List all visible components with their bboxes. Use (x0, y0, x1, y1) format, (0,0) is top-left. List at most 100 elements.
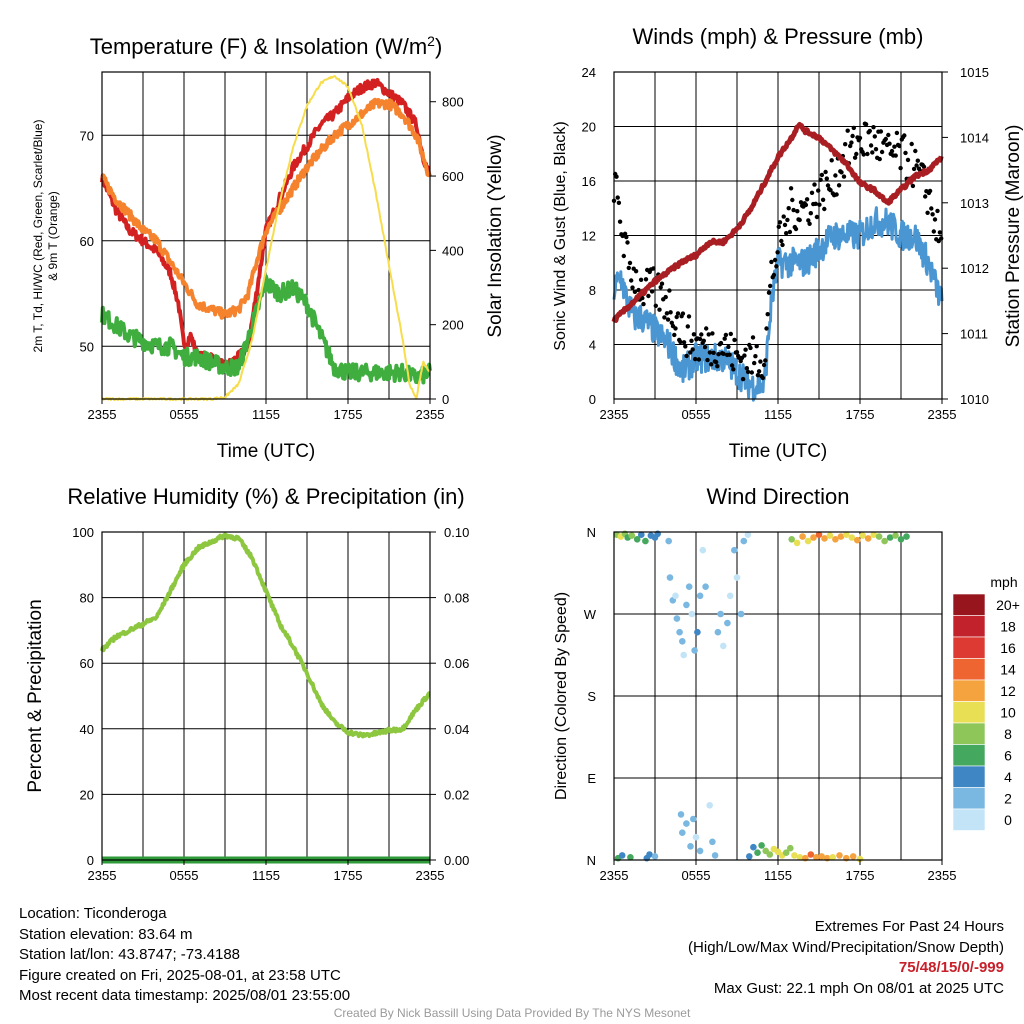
direction-point (807, 851, 815, 858)
direction-xtick-label: 2355 (600, 868, 629, 883)
legend-label: 4 (1004, 769, 1012, 785)
gust-point (716, 352, 721, 357)
extremes-values: 75/48/15/0/-999 (898, 959, 1004, 976)
gust-point (843, 142, 848, 147)
gust-point (673, 326, 678, 331)
gust-point (841, 174, 847, 179)
direction-point (699, 546, 707, 554)
gust-point (863, 122, 869, 127)
humidity-right-tick: 0.00 (444, 853, 469, 868)
temperature-right-tick: 200 (442, 318, 464, 333)
winds-ylabel-left: Sonic Wind & Gust (Blue, Black) (552, 121, 569, 350)
gust-point (681, 340, 687, 345)
legend-label: 0 (1004, 812, 1012, 828)
gust-point (931, 229, 936, 234)
gust-point (818, 177, 823, 182)
gust-point (823, 169, 828, 175)
gust-point (854, 151, 859, 157)
humidity-left-tick: 60 (80, 656, 94, 671)
legend-label: 16 (1000, 640, 1016, 656)
gust-point (774, 264, 779, 269)
gust-point (718, 340, 724, 346)
winds-xtick-label: 2355 (928, 407, 957, 422)
legend-swatch (952, 744, 986, 767)
gust-point (643, 277, 649, 282)
gust-point (632, 289, 638, 294)
gust-point (624, 234, 629, 240)
gust-point (857, 135, 863, 141)
gust-point (909, 141, 914, 147)
gust-point (781, 214, 786, 219)
gust-point (646, 293, 651, 299)
direction-point (733, 574, 741, 581)
direction-point (680, 651, 687, 659)
extremes-title: Extremes For Past 24 Hours (814, 918, 1004, 935)
gust-point (658, 285, 663, 290)
direction-point (683, 601, 690, 609)
gust-point (693, 356, 698, 362)
direction-point (818, 853, 825, 860)
temperature-xtick-label: 2355 (416, 407, 445, 422)
humidity-ylabel-left: Percent & Precipitation (25, 599, 46, 792)
direction-point (746, 853, 753, 860)
direction-point (677, 811, 685, 818)
gust-point (659, 281, 665, 286)
station-info: Location: Ticonderoga Station elevation:… (19, 904, 350, 1007)
gust-point (667, 288, 672, 293)
gust-point (787, 229, 793, 235)
direction-point (696, 592, 704, 600)
gust-point (809, 190, 815, 195)
legend-swatch (952, 808, 986, 831)
winds-left-tick: 0 (589, 392, 596, 407)
direction-point (691, 647, 698, 654)
gust-point (935, 208, 940, 214)
direction-point (731, 546, 738, 554)
gust-point (615, 195, 620, 200)
gust-point (893, 153, 898, 158)
gust-point (630, 285, 635, 290)
gust-point (765, 312, 770, 317)
legend-label: 8 (1004, 726, 1012, 742)
gust-point (625, 240, 630, 245)
direction-point (627, 854, 634, 861)
gust-point (641, 301, 646, 307)
extremes-subtitle: (High/Low/Max Wind/Precipitation/Snow De… (688, 938, 1004, 956)
gust-point (675, 311, 681, 316)
direction-point (679, 829, 686, 836)
legend-label: 20+ (996, 597, 1020, 613)
direction-point (787, 844, 794, 852)
humidity-xtick-label: 2355 (416, 868, 445, 883)
gust-point (763, 358, 768, 363)
direction-point (815, 531, 823, 538)
humidity-xtick-label: 1155 (252, 868, 280, 883)
winds-panel: Winds (mph) & Pressure (mb) 2355 0555 1155… (552, 24, 1024, 462)
gust-point (873, 147, 879, 152)
gust-point (633, 269, 639, 274)
gust-point (925, 210, 930, 215)
gust-point (707, 350, 713, 355)
direction-point (672, 592, 679, 600)
winds-xtick-label: 1755 (846, 407, 875, 422)
gust-point (669, 320, 674, 325)
temperature-right-tick: 600 (442, 169, 464, 184)
temperature-xlabel: Time (UTC) (217, 441, 316, 462)
gust-point (651, 266, 656, 271)
gust-point (776, 224, 781, 229)
legend-swatch (952, 787, 986, 810)
gust-point (914, 163, 919, 168)
extremes-info: Extremes For Past 24 Hours (High/Low/Max… (688, 917, 1004, 999)
gust-point (690, 347, 695, 352)
gust-point (813, 201, 818, 206)
gust-point (834, 192, 839, 197)
gust-point (701, 338, 706, 343)
temperature-panel: Temperature (F) & Insolation (W/m2) 2355… (31, 33, 506, 462)
temperature-left-tick: 70 (80, 128, 94, 143)
gust-point (640, 295, 645, 301)
gust-point (867, 128, 872, 134)
winds-xtick-label: 2355 (600, 407, 629, 422)
gust-point (923, 194, 928, 199)
station-elevation: Station elevation: 83.64 m (19, 925, 193, 943)
direction-grid (613, 532, 943, 860)
humidity-panel: Relative Humidity (%) & Precipitation (i… (25, 484, 469, 883)
gust-point (683, 344, 688, 349)
